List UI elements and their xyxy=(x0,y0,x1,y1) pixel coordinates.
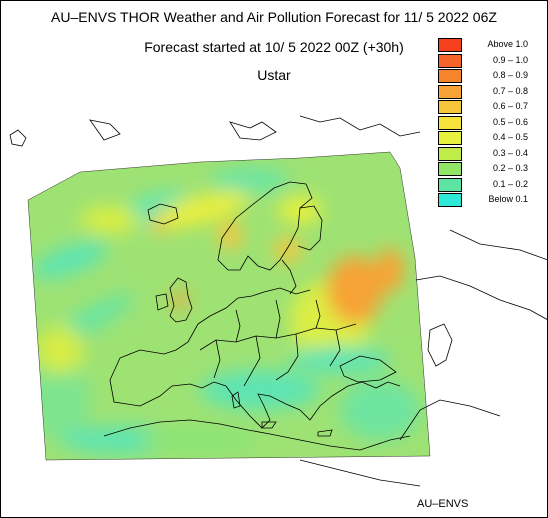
credit-label: AU–ENVS xyxy=(417,498,469,510)
legend-swatch xyxy=(438,131,462,145)
legend-swatch xyxy=(438,69,462,83)
forecast-map xyxy=(9,115,548,487)
legend-swatch xyxy=(438,84,462,99)
legend-item: Below 0.1 xyxy=(438,192,538,208)
legend-swatch xyxy=(438,162,462,176)
legend-label: 0.7 – 0.8 xyxy=(492,85,528,96)
legend-label: 0.5 – 0.6 xyxy=(492,116,528,127)
legend-item: 0.5 – 0.6 xyxy=(438,115,538,131)
legend-item: 0.7 – 0.8 xyxy=(438,84,538,100)
legend-swatch xyxy=(438,146,462,161)
legend-swatch xyxy=(438,115,462,130)
legend-label: 0.3 – 0.4 xyxy=(492,147,528,158)
ustar-field xyxy=(28,152,430,460)
legend-label: Below 0.1 xyxy=(488,194,528,204)
legend-item: 0.1 – 0.2 xyxy=(438,177,538,193)
legend-item: 0.8 – 0.9 xyxy=(438,68,538,84)
legend-item: 0.3 – 0.4 xyxy=(438,146,538,162)
legend-label: 0.2 – 0.3 xyxy=(492,163,528,173)
legend-label: 0.6 – 0.7 xyxy=(492,101,528,111)
legend-item: 0.4 – 0.5 xyxy=(438,130,538,146)
legend-swatch xyxy=(438,100,462,114)
coastlines xyxy=(9,115,548,487)
legend-swatch xyxy=(438,38,462,52)
variable-name: Ustar xyxy=(257,67,291,83)
legend-label: 0.4 – 0.5 xyxy=(492,132,528,142)
domain-outline xyxy=(27,151,431,461)
legend-label: 0.8 – 0.9 xyxy=(492,70,528,80)
legend-swatch xyxy=(438,193,462,207)
legend-swatch xyxy=(438,53,462,68)
legend-item: 0.9 – 1.0 xyxy=(438,53,538,69)
legend-item: 0.6 – 0.7 xyxy=(438,99,538,115)
legend-item: 0.2 – 0.3 xyxy=(438,161,538,177)
legend-label: Above 1.0 xyxy=(487,39,528,49)
legend-swatch xyxy=(438,177,462,192)
legend-label: 0.1 – 0.2 xyxy=(492,178,528,189)
forecast-title: AU–ENVS THOR Weather and Air Pollution F… xyxy=(51,9,497,25)
legend-item: Above 1.0 xyxy=(438,37,538,53)
legend: Above 1.0 0.9 – 1.0 0.8 – 0.9 0.7 – 0.8 0.6 … xyxy=(438,37,538,208)
forecast-start-line: Forecast started at 10/ 5 2022 00Z (+30h… xyxy=(144,39,404,55)
legend-label: 0.9 – 1.0 xyxy=(492,54,528,65)
